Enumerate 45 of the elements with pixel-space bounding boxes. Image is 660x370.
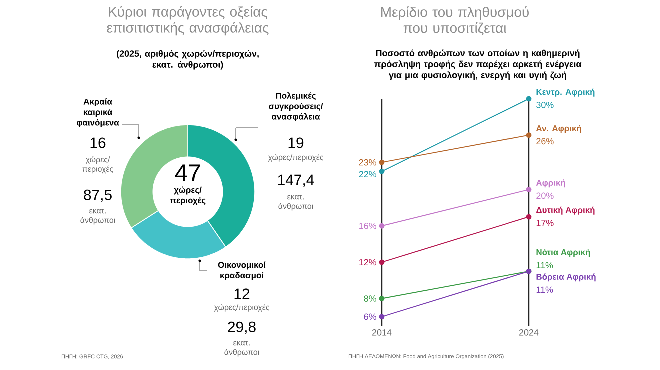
data-label: 26%	[536, 138, 554, 145]
point	[379, 160, 385, 166]
slice-label: Ακραία καιρικά φαινόμενα	[77, 98, 120, 128]
x-tick-label: 2014	[372, 330, 392, 336]
data-label: 22%	[359, 171, 376, 178]
series-label: Αν. Αφρική	[536, 125, 582, 134]
series-label: Κεντρ. Αφρική	[536, 88, 595, 97]
text: 87,5	[84, 190, 112, 202]
point	[526, 132, 532, 138]
data-label: 11%	[536, 286, 554, 294]
series-label: Βόρεια Αφρική	[536, 274, 596, 282]
data-label: 8%	[364, 296, 376, 302]
series-label: Νότια Αφρική	[536, 249, 590, 258]
text: 147,4	[278, 174, 314, 188]
slice-label: Πολεμικές συγκρούσεις/ ανασφάλεια	[269, 92, 324, 122]
data-label: 12	[234, 288, 250, 300]
point	[379, 314, 385, 320]
point	[526, 187, 532, 192]
data-label: 11%	[536, 262, 554, 269]
data-label: 19	[288, 138, 304, 148]
data-label: 16	[90, 138, 106, 148]
data-label: 12%	[360, 259, 376, 266]
data-label: 20%	[536, 192, 554, 200]
chart-title: Μερίδιο του πληθυσμού που υποσιτίζεται	[382, 6, 529, 36]
point	[526, 214, 532, 220]
text: 29,8	[228, 322, 256, 334]
text: χώρες/ περιοχές	[170, 186, 206, 206]
chart-subtitle: Ποσοστό ανθρώπων των οποίων η καθημερινή πρόσληψη τροφής δεν παρέχει αρκετή ενέργεια για μια φυσιολογική, ενεργή και υγιή ζωή	[374, 50, 582, 80]
data-label: 6%	[364, 314, 376, 320]
point	[379, 223, 385, 229]
series-label: Δυτική Αφρική	[536, 206, 595, 215]
chart-subtitle: (2025, αριθμός χωρών/περιοχών, εκατ. άνθρωποι)	[117, 50, 259, 70]
text: 47	[175, 164, 200, 182]
series-label: Αφρική	[536, 180, 566, 188]
chart-title: Κύριοι παράγοντες οξείας επισιτιστικής ανασφάλειας	[107, 6, 269, 36]
point	[379, 260, 385, 266]
point	[379, 168, 385, 174]
point	[379, 296, 385, 302]
data-label: 17%	[536, 220, 554, 226]
slice-label: Οικονομικοί κραδασμοί	[218, 262, 266, 280]
data-label: 16%	[360, 222, 376, 230]
x-tick-label: 2024	[519, 330, 539, 336]
data-label: 30%	[536, 102, 554, 108]
point	[526, 96, 532, 102]
data-label: 23%	[359, 159, 376, 166]
